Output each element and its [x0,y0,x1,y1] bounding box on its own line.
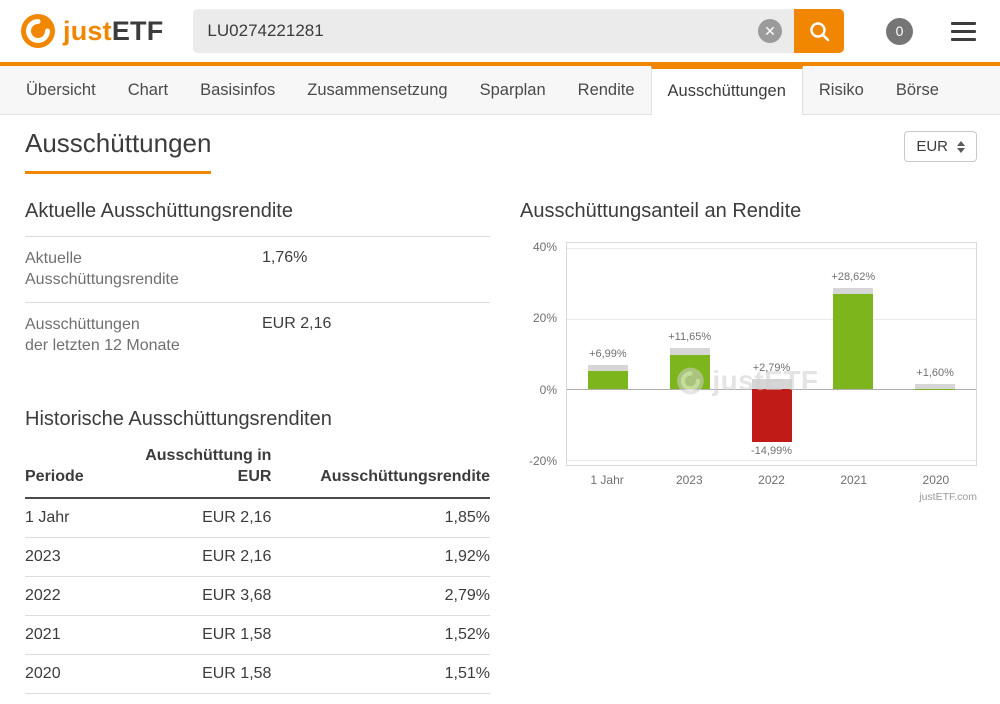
left-column: Aktuelle Ausschüttungsrendite Aktuelle A… [25,200,490,694]
tab-boerse[interactable]: Börse [895,81,939,99]
close-icon: ✕ [764,23,776,39]
table-row: 2021 EUR 1,58 1,52% [25,615,490,655]
logo-etf: ETF [111,15,164,46]
column-header-distribution: Ausschüttung in EUR [118,437,272,499]
hamburger-icon [951,21,976,25]
search-button[interactable] [794,9,844,53]
header: justETF ✕ 0 [0,0,1000,66]
history-table: Periode Ausschüttung in EUR Ausschüttung… [25,437,490,694]
bar-segment [751,379,792,390]
bar-segment [833,293,874,390]
watchlist-count-badge[interactable]: 0 [886,17,913,45]
table-row: Ausschüttungen der letzten 12 Monate EUR… [25,302,490,368]
gridline [567,248,976,250]
table-header-row: Periode Ausschüttung in EUR Ausschüttung… [25,437,490,499]
tab-chart[interactable]: Chart [127,81,169,99]
bar-value-label: -14,99% [751,445,792,458]
sort-arrows-icon [957,140,965,153]
row-label: Ausschüttungen der letzten 12 Monate [25,316,180,354]
table-row: Aktuelle Ausschüttungsrendite 1,76% [25,236,490,302]
row-label: Aktuelle Ausschüttungsrendite [25,250,179,288]
bar-segment [587,364,628,372]
y-tick-label: 20% [532,311,557,326]
bar-segment [669,348,710,355]
bar-value-label: +28,62% [831,271,876,284]
distribution-chart: 40% 20% 0% -20% justETF +6,99% +11,65% +2,79%… [520,240,977,503]
history-title: Historische Ausschüttungsrenditen [25,408,332,430]
title-row: Ausschüttungen EUR [25,128,977,174]
chart-title: Ausschüttungsanteil an Rendite [520,200,802,222]
bar-segment [833,288,874,294]
x-tick-label: 2021 [840,473,868,487]
chart-y-axis: 40% 20% 0% -20% [520,240,566,468]
current-yield-title: Aktuelle Ausschüttungsrendite [25,200,293,222]
x-tick-label: 2023 [675,473,703,487]
content: Ausschüttungen EUR Aktuelle Ausschüttung… [0,115,1000,694]
tab-basisinfos[interactable]: Basisinfos [200,81,276,99]
main-nav: Übersicht Chart Basisinfos Zusammensetzu… [0,66,1000,115]
tab-risiko[interactable]: Risiko [818,81,864,99]
bar-segment [915,383,956,389]
y-tick-label: -20% [528,453,557,468]
x-tick-label: 2020 [922,473,950,487]
currency-select-value: EUR [916,138,948,155]
tab-uebersicht[interactable]: Übersicht [26,81,96,99]
logo-text: justETF [63,16,163,47]
clear-search-button[interactable]: ✕ [758,19,782,43]
chart-credit: justETF.com [919,491,977,503]
tab-ausschuettungen[interactable]: Ausschüttungen [650,66,803,115]
gridline [567,459,976,461]
menu-button[interactable] [951,18,976,45]
search-icon [809,21,829,41]
bar-value-label: +1,60% [916,366,954,379]
bar-segment [587,371,628,390]
column-header-yield: Ausschüttungsrendite [271,437,490,499]
justetf-logo[interactable]: justETF [20,13,163,49]
page-title: Ausschüttungen [25,128,212,174]
chart-x-axis: 1 Jahr 2023 2022 2021 2020 [566,466,977,490]
current-yield-table: Aktuelle Ausschüttungsrendite 1,76% Auss… [25,236,490,368]
logo-just: just [63,15,112,46]
tab-rendite[interactable]: Rendite [577,81,635,99]
tab-sparplan[interactable]: Sparplan [479,81,546,99]
column-header-period: Periode [25,437,118,499]
bar-value-label: +6,99% [589,347,627,360]
gridline [567,318,976,320]
y-tick-label: 40% [532,240,557,255]
bar-segment [751,389,792,443]
chart-plot: justETF +6,99% +11,65% +2,79% -14,99% +28,62… [566,242,977,466]
bar-segment [669,354,710,390]
bar-value-label: +11,65% [668,331,712,344]
justetf-logo-icon [21,14,55,48]
right-column: Ausschüttungsanteil an Rendite 40% 20% 0% -… [520,200,977,694]
table-row: 1 Jahr EUR 2,16 1,85% [25,498,490,538]
table-row: 2022 EUR 3,68 2,79% [25,576,490,616]
bar-value-label: +2,79% [752,362,791,375]
tab-zusammensetzung[interactable]: Zusammensetzung [307,81,448,99]
search-bar: ✕ [193,9,844,53]
y-tick-label: 0% [539,382,557,397]
search-input[interactable] [193,9,758,53]
currency-select[interactable]: EUR [904,131,977,162]
table-row: 2023 EUR 2,16 1,92% [25,537,490,577]
x-tick-label: 1 Jahr [590,473,624,487]
row-value: 1,76% [262,249,308,266]
x-tick-label: 2022 [758,473,785,487]
row-value: EUR 2,16 [262,315,332,332]
table-row: 2020 EUR 1,58 1,51% [25,654,490,694]
